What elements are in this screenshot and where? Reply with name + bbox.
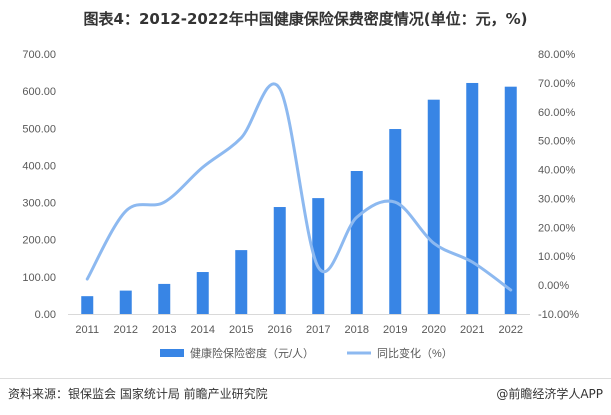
right-axis-tick: 20.00% (538, 222, 576, 234)
x-axis-tick: 2016 (268, 324, 292, 336)
x-axis-tick: 2017 (306, 324, 330, 336)
bar (81, 296, 94, 314)
left-axis-tick: 700.00 (22, 49, 56, 61)
legend-line-label: 同比变化（%） (377, 346, 453, 360)
bar (389, 129, 402, 314)
source-note: 资料来源：银保监会 国家统计局 前瞻产业研究院 (8, 387, 268, 401)
legend-bar-swatch (160, 349, 184, 357)
bar (466, 82, 479, 314)
right-axis-tick: 50.00% (538, 136, 576, 148)
left-axis-tick: 100.00 (22, 272, 56, 284)
x-axis-tick: 2020 (422, 324, 446, 336)
x-axis-tick: 2019 (383, 324, 407, 336)
right-axis-tick: 10.00% (538, 251, 576, 263)
left-axis-tick: 0.00 (35, 309, 56, 321)
bar (119, 290, 132, 314)
left-axis-tick: 200.00 (22, 235, 56, 247)
right-axis-tick: 40.00% (538, 165, 576, 177)
bar (158, 283, 171, 314)
legend-bar-label: 健康险保险密度（元/人） (190, 346, 314, 360)
x-axis-tick: 2014 (191, 324, 215, 336)
x-axis-tick: 2012 (114, 324, 138, 336)
x-axis-tick: 2015 (229, 324, 253, 336)
left-axis-tick: 500.00 (22, 123, 56, 135)
right-axis-tick: 30.00% (538, 193, 576, 205)
bar (312, 198, 325, 314)
right-axis-tick: 80.00% (538, 49, 576, 61)
bar (273, 207, 286, 314)
x-axis-tick: 2021 (460, 324, 484, 336)
left-axis-tick: 400.00 (22, 160, 56, 172)
bar (350, 171, 363, 314)
right-axis-tick: 0.00% (538, 280, 569, 292)
yoy-change-line (85, 82, 513, 292)
x-axis-tick: 2011 (75, 324, 99, 336)
x-axis-tick: 2022 (499, 324, 523, 336)
right-axis-tick: 70.00% (538, 78, 576, 90)
brand-label: @前瞻经济学人APP (496, 387, 603, 401)
right-axis-tick: 60.00% (538, 107, 576, 119)
bar (504, 86, 517, 314)
right-axis-tick: -10.00% (538, 309, 579, 321)
bar (196, 272, 209, 314)
bar (427, 99, 440, 314)
chart-title: 图表4：2012-2022年中国健康保险保费密度情况(单位：元，%) (83, 10, 528, 28)
left-axis-tick: 600.00 (22, 86, 56, 98)
x-axis-tick: 2018 (345, 324, 369, 336)
x-axis-tick: 2013 (152, 324, 176, 336)
divider (0, 378, 611, 379)
bar (235, 250, 248, 314)
left-axis-tick: 300.00 (22, 198, 56, 210)
chart: 0.00 100.00 200.00 300.00 400.00 500.00 600.00… (22, 49, 579, 360)
